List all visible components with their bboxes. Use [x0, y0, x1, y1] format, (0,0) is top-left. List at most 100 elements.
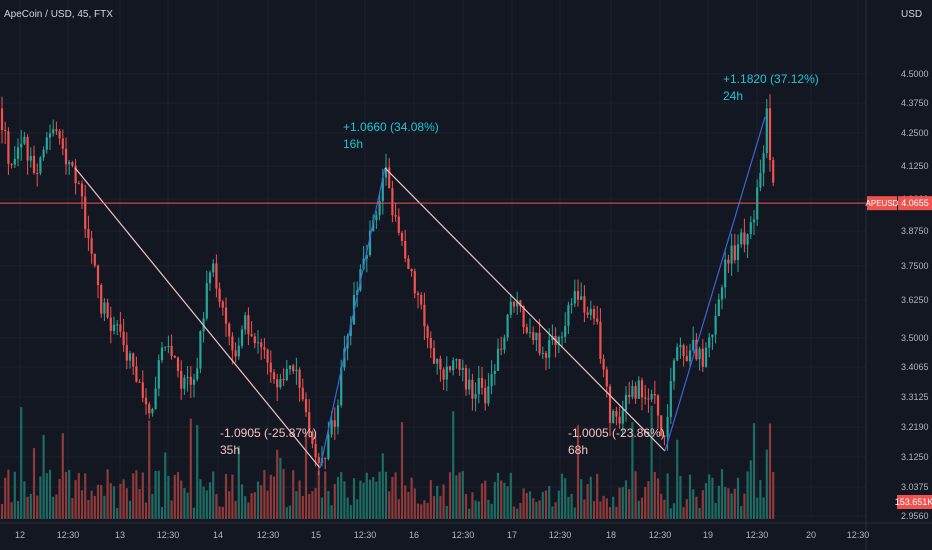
candle-body	[48, 133, 52, 138]
candle-body	[272, 372, 276, 380]
volume-bar	[471, 492, 474, 519]
x-tick-label: 12:30	[57, 530, 80, 540]
candle-body	[461, 367, 464, 370]
volume-bar	[138, 489, 141, 519]
volume-bar	[548, 485, 551, 519]
candle-body	[714, 315, 717, 335]
candle-body	[685, 356, 688, 362]
candle-body	[176, 357, 180, 371]
volume-bar	[7, 469, 10, 519]
volume-bar	[282, 468, 285, 519]
candle-body	[628, 394, 631, 397]
volume-bar	[596, 473, 599, 519]
candle-body	[122, 331, 125, 346]
candle-body	[426, 326, 429, 338]
candle-body	[250, 334, 253, 337]
volume-bar	[445, 505, 448, 519]
candle-body	[266, 349, 269, 363]
volume-bar	[333, 484, 336, 519]
candle-body	[679, 345, 682, 348]
volume-badge-label: 153.651K	[895, 497, 932, 507]
volume-bar	[663, 499, 666, 519]
candle-body	[682, 345, 685, 357]
candle-body	[692, 339, 695, 351]
y-tick-label: 4.2500	[901, 128, 929, 138]
volume-bar	[388, 491, 391, 519]
volume-bar	[714, 502, 717, 519]
candle-body	[445, 366, 448, 380]
candle-body	[112, 324, 116, 331]
volume-bar	[29, 493, 32, 519]
volume-bar	[45, 473, 48, 519]
symbol-title: ApeCoin / USD, 45, FTX	[4, 9, 113, 20]
candle-body	[330, 420, 333, 435]
volume-bar	[644, 486, 647, 519]
candle-body	[336, 405, 340, 427]
y-tick-label: 3.8750	[901, 226, 929, 236]
candle-body	[180, 370, 183, 389]
y-tick-label: 3.5000	[901, 333, 929, 343]
candle-body	[84, 196, 87, 229]
candle-body	[708, 337, 711, 348]
volume-bar	[749, 460, 752, 519]
candle-body	[455, 359, 458, 361]
volume-bar	[727, 488, 730, 519]
volume-bar	[404, 485, 407, 519]
volume-bar	[708, 474, 711, 519]
candle-body	[752, 219, 756, 223]
volume-bar	[564, 478, 567, 519]
candle-body	[637, 380, 640, 399]
volume-bar	[58, 478, 61, 519]
volume-bar	[103, 495, 106, 519]
volume-bar	[752, 423, 756, 519]
price-badge	[898, 196, 932, 211]
candle-body	[317, 457, 320, 463]
volume-bar	[384, 471, 388, 519]
candle-body	[324, 457, 327, 460]
volume-bar	[343, 481, 346, 519]
volume-bar	[586, 484, 589, 519]
volume-bar	[183, 488, 186, 519]
volume-bar	[80, 490, 84, 519]
volume-bar	[212, 471, 215, 519]
volume-bar	[720, 469, 724, 519]
volume-bar	[116, 507, 119, 519]
volume-bar	[68, 469, 71, 519]
candle-body	[90, 238, 93, 254]
candle-body	[106, 302, 109, 318]
volume-bar	[349, 505, 352, 519]
candle-body	[52, 129, 55, 134]
volume-bar	[272, 476, 276, 519]
volume-bar	[634, 471, 637, 519]
volume-bar	[519, 503, 522, 519]
volume-bar	[20, 407, 23, 519]
volume-bar	[762, 497, 765, 519]
volume-bar	[308, 493, 311, 519]
candle-body	[55, 129, 58, 131]
price-axis[interactable]: 4.50004.37504.25004.12504.00003.87503.75…	[901, 69, 929, 521]
candle-body	[29, 155, 32, 161]
candle-body	[487, 386, 490, 404]
trend-line-rise	[319, 167, 386, 469]
candle-body	[765, 108, 768, 154]
candle-body	[141, 382, 144, 398]
volume-bar	[458, 472, 461, 519]
volume-bar	[743, 493, 746, 519]
candle-body	[432, 348, 436, 364]
volume-bar	[301, 495, 304, 519]
volume-bar	[148, 420, 151, 519]
volume-bar	[717, 485, 720, 519]
y-tick-label: 3.7500	[901, 261, 929, 271]
candle-body	[551, 336, 554, 341]
candle-body	[535, 332, 538, 341]
volume-bar	[189, 418, 192, 519]
candle-body	[64, 148, 68, 165]
volume-bar	[554, 502, 557, 519]
volume-bar	[260, 485, 263, 519]
volume-bar	[42, 434, 45, 519]
time-axis[interactable]: 12 12:30 13 12:30 14 12:30 15 12:30 16 12:30 17 12:…	[15, 530, 869, 540]
candle-body	[71, 162, 74, 166]
volume-bar	[151, 493, 154, 519]
candle-body	[493, 370, 496, 374]
